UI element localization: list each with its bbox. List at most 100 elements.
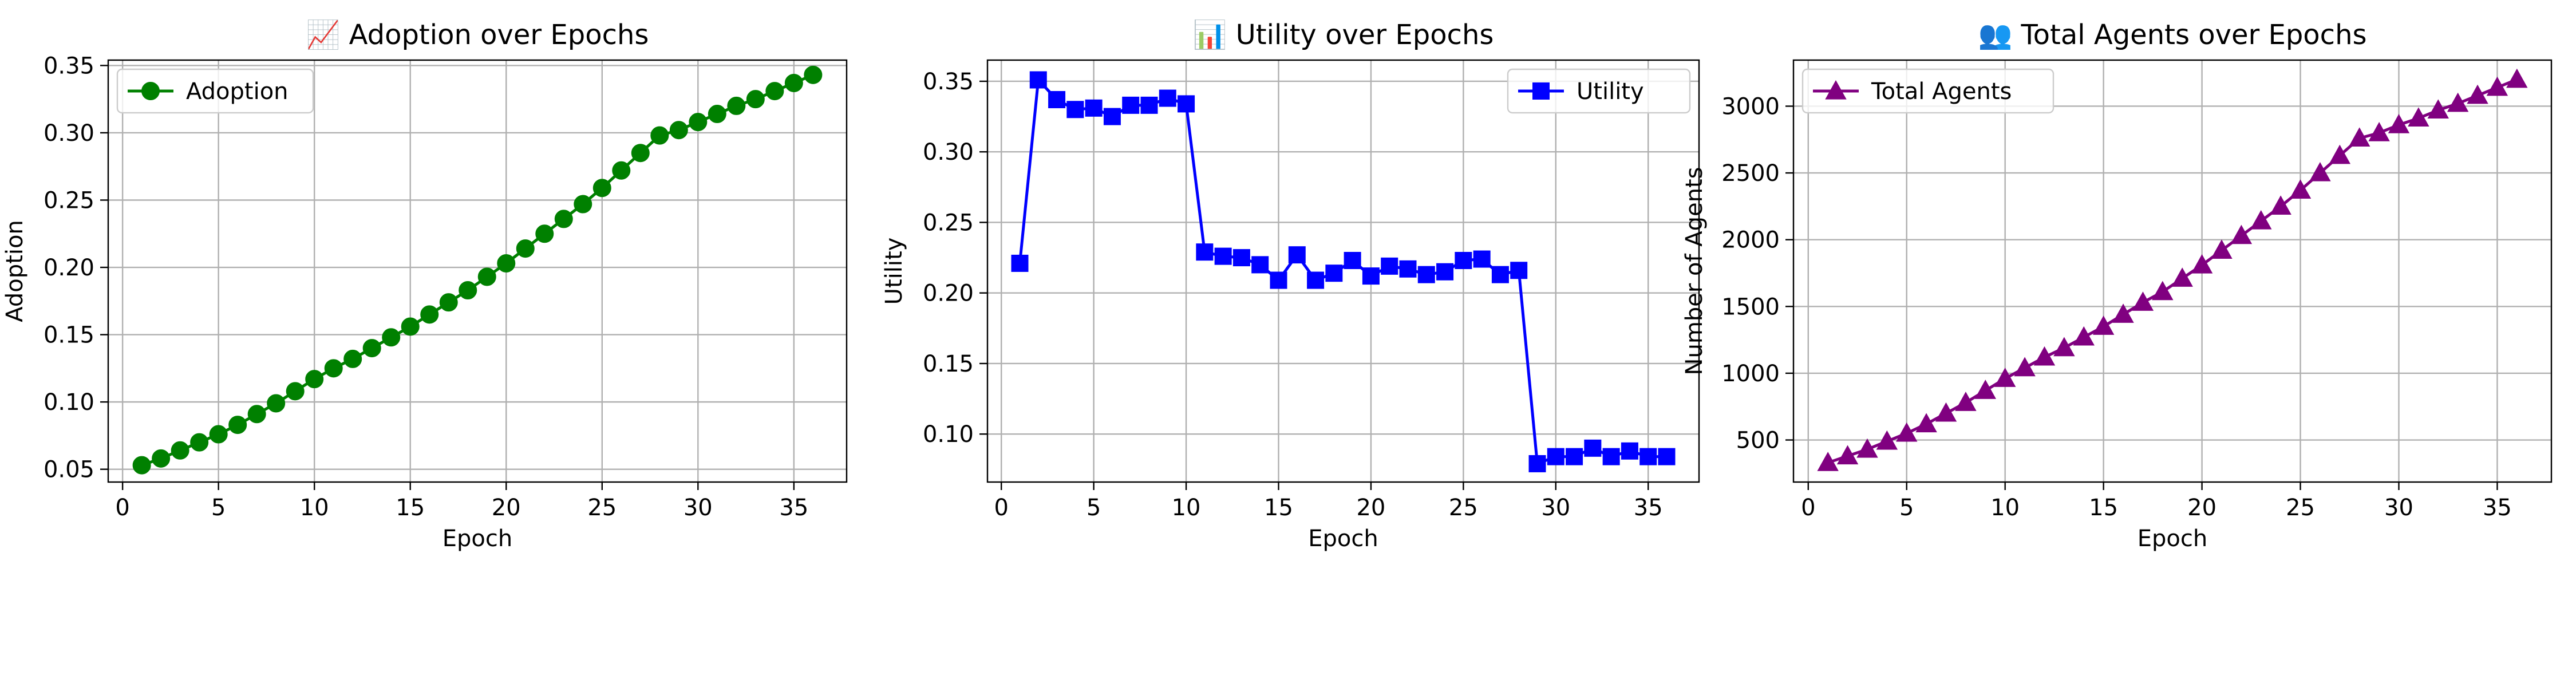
data-point: [784, 73, 803, 92]
data-point: [1436, 263, 1454, 281]
data-point: [1566, 448, 1583, 465]
data-point: [1288, 246, 1306, 264]
data-point: [1178, 95, 1195, 113]
data-point: [439, 293, 458, 312]
data-point: [1140, 96, 1158, 114]
data-point: [1473, 250, 1491, 268]
legend: Total Agents: [1801, 68, 2055, 114]
data-point: [1325, 264, 1343, 282]
data-point: [362, 339, 381, 358]
data-point: [727, 96, 746, 115]
data-point: [708, 105, 726, 124]
y-tick-label: 0.20: [44, 255, 94, 281]
x-tick-label: 20: [1356, 495, 1385, 521]
data-point: [1974, 380, 1996, 399]
y-tick-label: 0.05: [44, 457, 94, 483]
legend: Utility: [1507, 68, 1691, 114]
x-axis-label: Epoch: [1308, 526, 1378, 552]
y-tick-label: 0.10: [44, 389, 94, 416]
series-line: [1018, 78, 1667, 465]
data-point: [2467, 84, 2488, 104]
chart-title: 📊 Utility over Epochs: [1193, 19, 1494, 51]
data-point: [2388, 114, 2410, 133]
y-tick-label: 0.15: [923, 351, 974, 377]
x-tick-label: 35: [2483, 495, 2512, 521]
data-point: [1344, 252, 1361, 270]
data-point: [1955, 392, 1977, 411]
data-point: [516, 239, 535, 258]
x-tick-label: 25: [587, 495, 617, 521]
data-point: [1381, 257, 1398, 275]
data-point: [247, 405, 266, 424]
data-point: [1085, 99, 1103, 117]
data-point: [209, 425, 228, 444]
x-tick-label: 25: [1449, 495, 1478, 521]
data-point: [765, 82, 784, 101]
data-point: [228, 416, 247, 435]
x-tick-label: 35: [1634, 495, 1663, 521]
data-point: [2506, 68, 2528, 88]
data-point: [2250, 210, 2272, 230]
x-tick-label: 10: [300, 495, 329, 521]
data-point: [305, 370, 324, 389]
y-tick-label: 1000: [1721, 361, 1780, 387]
data-point: [1584, 439, 1602, 457]
series-line: [1827, 78, 2518, 464]
data-point: [2427, 99, 2449, 119]
x-tick-label: 30: [1541, 495, 1570, 521]
x-tick-label: 5: [1086, 495, 1101, 521]
data-point: [2486, 76, 2508, 96]
data-point: [612, 161, 631, 180]
chart-title: 👥 Total Agents over Epochs: [1978, 19, 2366, 51]
data-point: [1639, 448, 1657, 465]
chart-title: 📈 Adoption over Epochs: [306, 19, 649, 51]
data-point: [324, 359, 343, 378]
y-tick-label: 500: [1736, 428, 1780, 454]
y-axis-label: Number of Agents: [1681, 167, 1708, 376]
x-tick-label: 15: [1264, 495, 1293, 521]
x-tick-label: 5: [211, 495, 226, 521]
data-point: [190, 433, 209, 452]
data-point: [1876, 430, 1898, 450]
data-point: [1915, 413, 1937, 433]
data-point: [2447, 92, 2469, 112]
data-point: [171, 441, 189, 460]
x-tick-label: 10: [1990, 495, 2020, 521]
data-point: [2408, 107, 2429, 127]
x-tick-label: 20: [2187, 495, 2217, 521]
y-tick-label: 3000: [1721, 93, 1780, 120]
data-point: [2368, 122, 2390, 141]
data-point: [152, 449, 171, 468]
x-tick-label: 15: [396, 495, 425, 521]
data-point: [1362, 267, 1380, 285]
data-point: [2270, 195, 2291, 215]
y-tick-label: 0.20: [923, 281, 974, 307]
plot-area-frame: [107, 59, 848, 483]
data-point: [2329, 144, 2351, 164]
legend-frame: [1801, 68, 2055, 114]
data-point: [420, 305, 439, 324]
data-point: [2112, 303, 2134, 323]
data-point: [2211, 239, 2233, 259]
data-point: [689, 113, 708, 132]
chart-panel-1: 0 5 10 15 20 25 30 35 0.05 0.10 0.15 0.20 0.25 0.30 0.…: [2, 19, 848, 552]
data-point: [1399, 260, 1417, 278]
x-tick-label: 30: [2384, 495, 2413, 521]
chart-panel-3: 0 5 10 15 20 25 30 35 500 1000 1500 2000 2500 3000 👥 T…: [1681, 19, 2553, 552]
data-point: [1159, 89, 1176, 107]
x-tick-label: 25: [2286, 495, 2315, 521]
x-tick-label: 0: [994, 495, 1008, 521]
data-point: [459, 281, 477, 299]
data-point: [1994, 368, 2016, 387]
data-point: [1547, 448, 1564, 465]
data-point: [1935, 402, 1957, 422]
data-point: [1048, 91, 1066, 109]
x-tick-label: 10: [1172, 495, 1201, 521]
legend-label: Adoption: [186, 78, 289, 105]
legend-label: Total Agents: [1871, 78, 2012, 105]
x-axis-label: Epoch: [442, 526, 512, 552]
legend-marker: [141, 82, 160, 100]
y-tick-label: 2000: [1721, 227, 1780, 254]
data-point: [2152, 281, 2174, 301]
x-tick-label: 30: [683, 495, 713, 521]
